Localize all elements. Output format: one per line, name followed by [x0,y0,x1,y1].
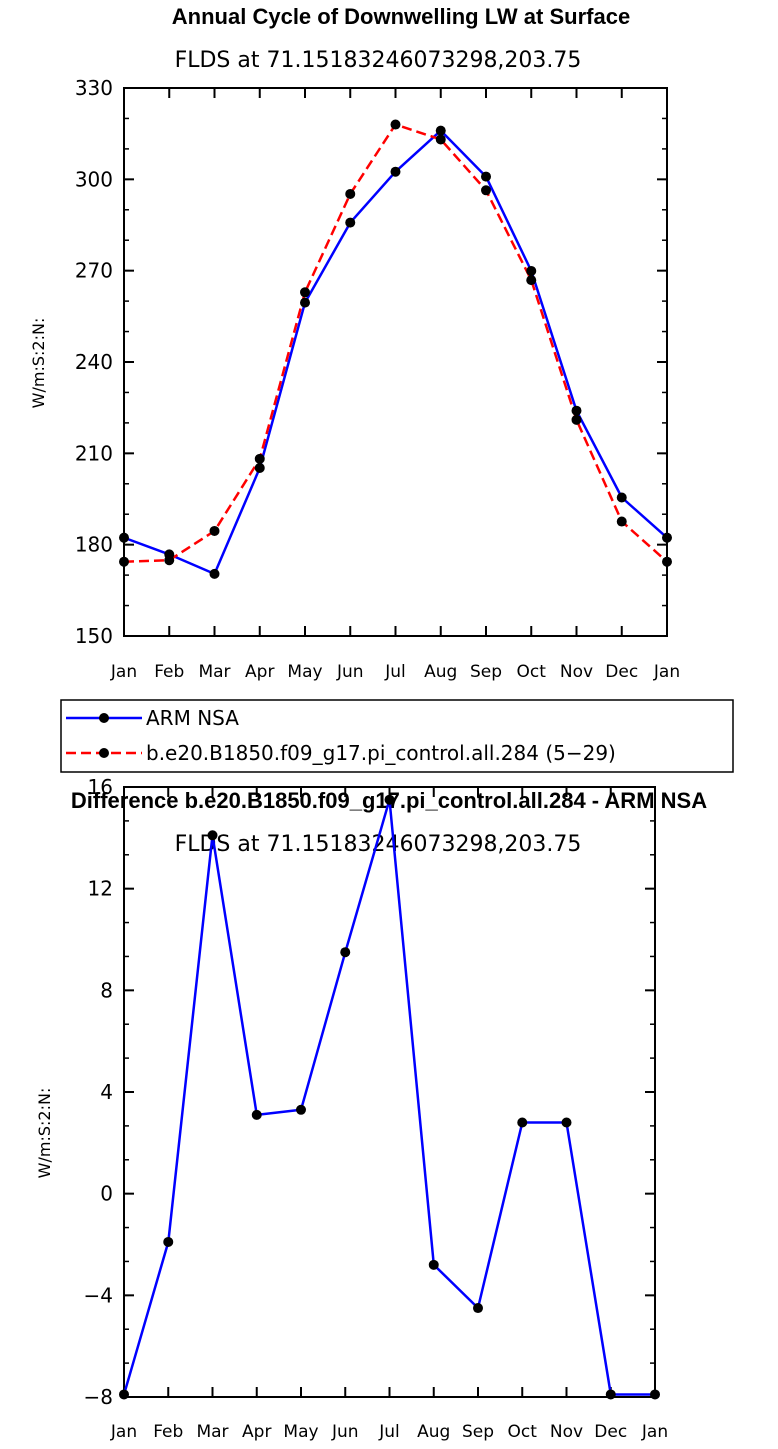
chart-2-xtick-label: Jan [110,1422,137,1442]
chart-1-series-1-point [209,525,220,536]
chart-2-series-0-point [650,1389,660,1400]
chart-1-ytick-label: 150 [75,624,113,648]
chart-2-ytick-label: −8 [84,1385,113,1409]
chart-2-xtick-label: May [283,1422,318,1442]
chart-1-series-1-point [481,185,491,196]
chart-1-series-0-point [616,492,627,503]
chart-2-series-0-point [207,830,218,841]
chart-2-series-0-point [163,1236,174,1247]
chart-1-xtick-label: May [287,662,322,682]
chart-1-xtick-label: Oct [517,662,547,682]
chart-1-series-line-0 [123,129,668,576]
chart-2-plot-frame [123,786,656,1398]
chart-1-series-0-point [390,166,401,177]
chart-1-series-1-point [616,516,627,527]
chart-1-xtick-label: Aug [424,662,457,682]
chart-1-series-1-point [119,556,129,567]
chart-1-xtick-label: Dec [605,662,638,682]
chart-1-xtick-label: Jul [384,662,406,682]
chart-1-series-0-point [662,532,672,543]
chart-2-xtick-label: Mar [196,1422,228,1442]
chart-1: Annual Cycle of Downwelling LW at Surfac… [29,4,734,773]
chart-1-series-0-point [254,462,265,473]
chart-1-ytick-label: 180 [75,533,113,557]
chart-1-series-1-point [254,453,265,464]
chart-2-xtick-label: Jun [331,1422,359,1442]
chart-2-ytick-label: 8 [100,978,113,1002]
chart-2-series-0-point [384,794,395,805]
chart-1-ytick-label: 240 [75,350,113,374]
chart-1-ytick-label: 300 [75,167,113,191]
chart-1-series-0-point [435,125,446,136]
chart-1-xtick-label: Jan [653,662,680,682]
chart-1-legend: ARM NSA b.e20.B1850.f09_g17.pi_control.a… [60,699,734,773]
chart-2-xtick-label: Dec [594,1422,627,1442]
chart-1-xtick-label: Jan [110,662,137,682]
chart-2-series-0-point [296,1104,306,1115]
chart-1-series-0-point [526,265,537,276]
chart-1-ytick-label: 210 [75,441,113,465]
chart-2-series-line-0 [122,798,655,1396]
chart-2-ylabel: W/m:S:2:N: [35,1088,54,1179]
chart-2-series-0-point [340,947,351,958]
chart-2-ytick-label: 12 [88,877,113,901]
chart-1-ytick-label: 330 [75,76,113,100]
legend-marker-arm-nsa [99,713,109,723]
chart-1-series-1-point [164,555,175,566]
chart-2-series-0-point [561,1117,572,1128]
chart-2-xtick-label: Jan [641,1422,668,1442]
chart-1-xtick-label: Feb [154,662,184,682]
chart-2-xtick-label: Oct [508,1422,538,1442]
chart-2-ytick-label: 4 [100,1080,113,1104]
chart-1-ytick-label: 270 [75,259,113,283]
chart-2-xtick-label: Sep [462,1422,494,1442]
chart-2-series-0-point [517,1117,528,1128]
chart-1-series-1-point [390,119,401,130]
chart-1-xtick-label: Jun [336,662,364,682]
chart-1-series-0-point [481,171,491,182]
chart-1-series-0-point [119,532,129,543]
chart-2-xtick-label: Jul [378,1422,400,1442]
chart-1-series-1-point [526,275,537,286]
legend-marker-model [99,748,109,758]
chart-2-series-0-point [251,1109,262,1120]
chart-2-ytick-label: −4 [84,1283,113,1307]
chart-1-series-0-point [300,297,310,308]
chart-1-ylabel: W/m:S:2:N: [29,318,48,409]
chart-1-title: Annual Cycle of Downwelling LW at Surfac… [172,4,630,29]
chart-2-series-0-point [119,1389,129,1400]
legend-label-arm-nsa: ARM NSA [146,706,239,730]
chart-1-series-0-point [209,568,220,579]
chart-2-ytick-label: 0 [100,1182,113,1206]
chart-1-xtick-label: Sep [470,662,502,682]
chart-1-series-1-point [662,556,672,567]
legend-label-model: b.e20.B1850.f09_g17.pi_control.all.284 (… [146,741,616,765]
chart-2-xtick-label: Aug [417,1422,450,1442]
chart-1-xtick-label: Mar [198,662,230,682]
chart-2-series-0-point [605,1389,616,1400]
chart-1-series-0-point [345,217,356,228]
chart-1-series-0-point [571,405,582,416]
chart-2-ytick-label: 16 [88,775,113,799]
chart-2-xtick-label: Feb [153,1422,183,1442]
chart-1-series-1-point [300,287,310,298]
chart-2-series-0-point [428,1259,439,1270]
chart-2: Difference b.e20.B1850.f09_g17.pi_contro… [35,775,707,1442]
chart-1-series-1-point [571,414,582,425]
chart-1-series-1-point [345,188,356,199]
chart-2-xtick-label: Nov [550,1422,583,1442]
chart-1-subtitle: FLDS at 71.15183246073298,203.75 [175,48,582,73]
legend-box [60,699,734,773]
chart-1-series-line-1 [123,123,668,563]
chart-1-xtick-label: Apr [245,662,274,682]
chart-2-series-0-point [473,1303,483,1314]
chart-1-xtick-label: Nov [560,662,593,682]
chart-2-xtick-label: Apr [242,1422,271,1442]
chart-1-series-1-point [435,134,446,145]
